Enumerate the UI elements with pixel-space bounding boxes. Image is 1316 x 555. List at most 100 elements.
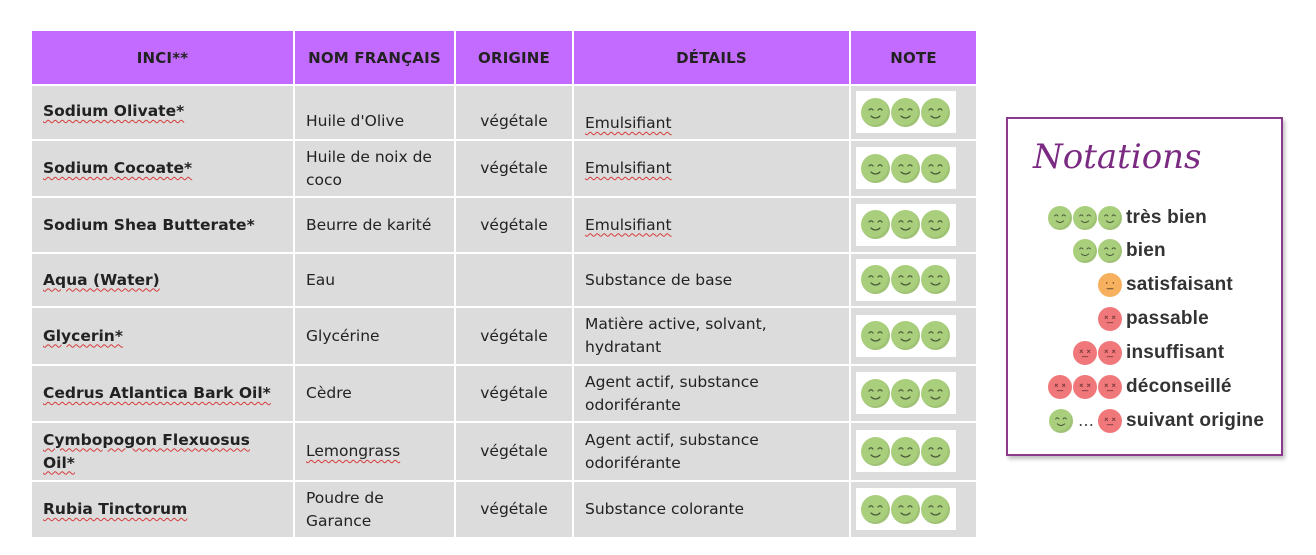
smiley-happy-green-icon (1048, 206, 1072, 230)
table-header-row: INCI** NOM FRANÇAIS ORIGINE DÉTAILS NOTE (30, 29, 978, 86)
origine-cell: végétale (454, 306, 574, 366)
nom-cell: Glycérine (293, 306, 456, 366)
nom-cell: Poudre de Garance (293, 480, 456, 539)
note-cell (849, 306, 978, 366)
header-details: DÉTAILS (572, 29, 851, 86)
smiley-dead-red-icon (1073, 375, 1097, 399)
smiley-dead-red-icon (1048, 375, 1072, 399)
table-row: Glycerin* Glycérine végétale Matière act… (30, 306, 978, 366)
legend-faces (1098, 304, 1123, 334)
legend-item: déconseillé (1008, 372, 1281, 402)
table-row: Sodium Shea Butterate* Beurre de karité … (30, 196, 978, 254)
smiley-happy-green-icon (891, 97, 920, 127)
note-rating (856, 258, 956, 301)
smiley-happy-green-icon (861, 436, 890, 466)
smiley-happy-green-icon (861, 265, 890, 295)
inci-name: Aqua (Water) (43, 270, 160, 289)
nom-cell: Lemongrass (293, 421, 456, 482)
smiley-happy-green-icon (921, 97, 950, 127)
note-rating (856, 203, 956, 246)
details-cell: Agent actif, substance odoriférante (572, 421, 851, 482)
legend-faces (1073, 338, 1123, 368)
inci-cell: Aqua (Water) (30, 252, 295, 308)
table-row: Cymbopogon Flexuosus Oil* Lemongrass vég… (30, 421, 978, 482)
legend-item: bien (1008, 236, 1281, 266)
note-cell (849, 139, 978, 198)
legend-item: insuffisant (1008, 338, 1281, 368)
inci-name: Cymbopogon Flexuosus Oil* (43, 430, 250, 472)
smiley-dead-red-icon (1073, 341, 1097, 365)
details-cell: Matière active, solvant, hydratant (572, 306, 851, 366)
note-rating (856, 147, 956, 190)
header-inci: INCI** (30, 29, 295, 86)
smiley-happy-green-icon (861, 494, 890, 524)
smiley-happy-green-icon (1073, 206, 1097, 230)
legend-item: très bien (1008, 203, 1281, 233)
smiley-happy-green-icon (891, 153, 920, 183)
smiley-happy-green-icon (891, 436, 920, 466)
origine-cell: végétale (454, 480, 574, 539)
legend-item: … suivant origine (1008, 406, 1281, 436)
smiley-happy-green-icon (891, 210, 920, 240)
nom-cell: Huile de noix de coco (293, 139, 456, 198)
inci-name: Cedrus Atlantica Bark Oil* (43, 384, 271, 402)
smiley-happy-green-icon (1098, 206, 1122, 230)
inci-cell: Sodium Shea Butterate* (30, 196, 295, 254)
legend-item: passable (1008, 304, 1281, 334)
details-cell: Agent actif, substance odoriférante (572, 364, 851, 423)
smiley-happy-green-icon (921, 494, 950, 524)
smiley-happy-green-icon (1073, 239, 1097, 263)
inci-name: Rubia Tinctorum (43, 500, 188, 518)
smiley-happy-green-icon (921, 378, 950, 408)
legend-faces (1048, 372, 1123, 402)
origine-cell: végétale (454, 196, 574, 254)
smiley-happy-green-icon (861, 153, 890, 183)
header-nom-francais: NOM FRANÇAIS (293, 29, 456, 86)
table-row: Sodium Cocoate* Huile de noix de coco vé… (30, 139, 978, 198)
note-cell (849, 252, 978, 308)
ingredients-table: INCI** NOM FRANÇAIS ORIGINE DÉTAILS NOTE… (30, 29, 978, 539)
details-text: Emulsifiant (585, 114, 672, 132)
notations-legend: Notations très bien bien satisfaisant passa… (1006, 117, 1283, 456)
ellipsis-separator: … (1078, 411, 1094, 430)
header-note: NOTE (849, 29, 978, 86)
legend-item: satisfaisant (1008, 270, 1281, 300)
legend-faces (1098, 270, 1123, 300)
smiley-neutral-orange-icon (1098, 273, 1122, 297)
details-cell: Emulsifiant (572, 139, 851, 198)
legend-label: satisfaisant (1126, 274, 1233, 295)
origine-cell: végétale (454, 364, 574, 423)
smiley-happy-green-icon (861, 321, 890, 351)
note-rating (856, 314, 956, 357)
details-text: Emulsifiant (585, 215, 672, 234)
legend-faces: … (1049, 406, 1123, 436)
note-cell (849, 480, 978, 539)
legend-faces (1073, 236, 1123, 266)
smiley-happy-green-icon (891, 378, 920, 408)
note-rating (856, 372, 956, 415)
smiley-dead-red-icon (1098, 409, 1122, 433)
note-rating (856, 430, 956, 473)
nom-cell: Huile d'Olive (293, 84, 456, 141)
details-text: Emulsifiant (585, 159, 672, 177)
inci-name: Sodium Cocoate* (43, 159, 193, 177)
inci-name: Glycerin* (43, 326, 123, 345)
nom-text: Lemongrass (306, 442, 401, 460)
nom-cell: Cèdre (293, 364, 456, 423)
legend-label: suivant origine (1126, 410, 1265, 431)
details-cell: Emulsifiant (572, 196, 851, 254)
details-cell: Emulsifiant (572, 84, 851, 141)
smiley-happy-green-icon (921, 265, 950, 295)
origine-cell: végétale (454, 84, 574, 141)
smiley-happy-green-icon (861, 210, 890, 240)
nom-cell: Beurre de karité (293, 196, 456, 254)
table-row: Aqua (Water) Eau Substance de base (30, 252, 978, 308)
smiley-happy-green-icon (921, 436, 950, 466)
details-cell: Substance de base (572, 252, 851, 308)
table-row: Rubia Tinctorum Poudre de Garance végéta… (30, 480, 978, 539)
smiley-dead-red-icon (1098, 307, 1122, 331)
header-origine: ORIGINE (454, 29, 574, 86)
legend-label: passable (1126, 308, 1209, 329)
smiley-happy-green-icon (921, 210, 950, 240)
note-cell (849, 84, 978, 141)
